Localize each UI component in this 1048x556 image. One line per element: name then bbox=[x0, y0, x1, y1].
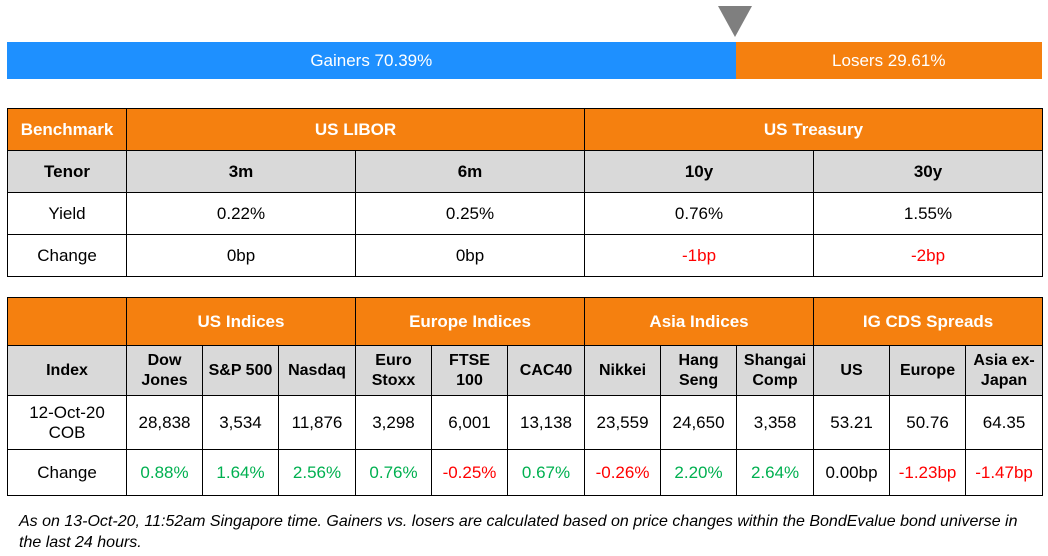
index-change: 2.20% bbox=[660, 449, 738, 496]
rate-change-cell: -1bp bbox=[584, 234, 815, 277]
index-value: 11,876 bbox=[278, 395, 356, 450]
footnote: As on 13-Oct-20, 11:52am Singapore time.… bbox=[19, 513, 1018, 551]
index-value: 23,559 bbox=[584, 395, 662, 450]
index-label: Index bbox=[7, 345, 127, 396]
us-treasury-header: US Treasury bbox=[584, 108, 1044, 151]
gainers-segment: Gainers 70.39% bbox=[7, 42, 736, 79]
blank-header bbox=[7, 297, 127, 346]
triangle-down-icon bbox=[718, 6, 752, 37]
index-change: -1.47bp bbox=[965, 449, 1044, 496]
index-change: -0.26% bbox=[584, 449, 662, 496]
index-name: FTSE 100 bbox=[431, 345, 508, 396]
tenor-cell: 6m bbox=[354, 150, 586, 193]
index-change: 0.67% bbox=[506, 449, 586, 496]
change-label: Change bbox=[7, 234, 127, 277]
index-name: Europe bbox=[889, 345, 967, 396]
date-label: 12-Oct-20 COB bbox=[7, 395, 127, 450]
index-value: 50.76 bbox=[889, 395, 967, 450]
index-name: Nasdaq bbox=[278, 345, 356, 396]
index-name: CAC40 bbox=[506, 345, 586, 396]
index-value: 3,358 bbox=[736, 395, 815, 450]
index-name: Dow Jones bbox=[126, 345, 203, 396]
yield-label: Yield bbox=[7, 192, 127, 235]
rate-change-cell: 0bp bbox=[354, 234, 586, 277]
yield-cell: 0.25% bbox=[354, 192, 586, 235]
index-value: 28,838 bbox=[126, 395, 203, 450]
yield-cell: 1.55% bbox=[813, 192, 1044, 235]
index-name: S&P 500 bbox=[202, 345, 279, 396]
losers-segment: Losers 29.61% bbox=[735, 42, 1042, 79]
rate-change-cell: 0bp bbox=[126, 234, 356, 277]
yield-cell: 0.22% bbox=[126, 192, 356, 235]
index-change: 2.56% bbox=[278, 449, 356, 496]
index-name: Hang Seng bbox=[660, 345, 738, 396]
index-name: Shangai Comp bbox=[736, 345, 815, 396]
index-name: Nikkei bbox=[584, 345, 662, 396]
index-change: 0.88% bbox=[126, 449, 203, 496]
us-libor-header: US LIBOR bbox=[125, 108, 586, 151]
tenor-cell: 10y bbox=[584, 150, 815, 193]
index-value: 6,001 bbox=[431, 395, 508, 450]
us-indices-header: US Indices bbox=[126, 297, 356, 346]
index-change: -0.25% bbox=[431, 449, 508, 496]
index-change: 0.00bp bbox=[813, 449, 891, 496]
index-value: 24,650 bbox=[660, 395, 738, 450]
asia-indices-header: Asia Indices bbox=[584, 297, 815, 346]
tenor-cell: 30y bbox=[813, 150, 1044, 193]
index-change: 0.76% bbox=[355, 449, 432, 496]
tenor-cell: 3m bbox=[126, 150, 356, 193]
index-value: 13,138 bbox=[506, 395, 586, 450]
index-name: US bbox=[813, 345, 891, 396]
gainers-losers-bar: Gainers 70.39% Losers 29.61% bbox=[7, 42, 1042, 79]
ig-cds-spreads-header: IG CDS Spreads bbox=[813, 297, 1044, 346]
europe-indices-header: Europe Indices bbox=[354, 297, 586, 346]
index-value: 3,298 bbox=[355, 395, 432, 450]
yield-cell: 0.76% bbox=[584, 192, 815, 235]
index-change: 1.64% bbox=[202, 449, 279, 496]
benchmark-header: Benchmark bbox=[7, 108, 127, 151]
index-change: 2.64% bbox=[736, 449, 815, 496]
index-change: -1.23bp bbox=[889, 449, 967, 496]
indices-table: US Indices Europe Indices Asia Indices I… bbox=[7, 297, 1044, 496]
index-value: 3,534 bbox=[202, 395, 279, 450]
index-value: 64.35 bbox=[965, 395, 1044, 450]
index-name: Euro Stoxx bbox=[355, 345, 432, 396]
tenor-label: Tenor bbox=[7, 150, 127, 193]
index-value: 53.21 bbox=[813, 395, 891, 450]
index-name: Asia ex-Japan bbox=[965, 345, 1044, 396]
rate-change-cell: -2bp bbox=[813, 234, 1044, 277]
change-label: Change bbox=[7, 449, 127, 496]
rates-table: Benchmark US LIBOR US Treasury Tenor 3m … bbox=[7, 108, 1044, 277]
